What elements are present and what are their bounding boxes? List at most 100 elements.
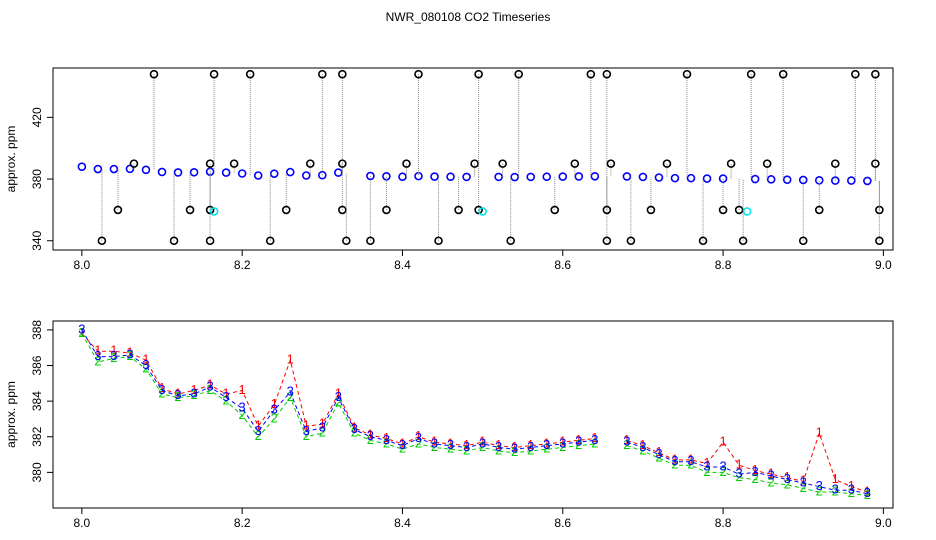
point-marker: 1 — [126, 344, 133, 359]
point-marker: 1 — [719, 434, 726, 449]
point — [474, 205, 483, 215]
point-marker: 2 — [239, 407, 246, 422]
point — [414, 69, 423, 79]
point — [398, 172, 407, 182]
point — [338, 159, 347, 168]
point-marker: 3 — [287, 384, 294, 399]
point-marker: 3 — [687, 453, 694, 468]
point-marker: 3 — [848, 482, 855, 497]
x-tick-label: 8.2 — [234, 516, 251, 530]
point-marker: 3 — [255, 423, 262, 438]
y-tick-label: 420 — [30, 107, 44, 127]
point-marker: 3 — [319, 419, 326, 434]
point-marker: 3 — [174, 387, 181, 402]
point-marker: 2 — [126, 348, 133, 363]
point — [514, 69, 523, 79]
point-marker: 1 — [206, 377, 213, 392]
point-marker: 2 — [319, 425, 326, 440]
point-marker: 3 — [463, 439, 470, 454]
point-marker: 1 — [335, 385, 342, 400]
x-tick-label: 8.6 — [554, 516, 571, 530]
point-marker: 2 — [527, 442, 534, 457]
point-marker: 3 — [752, 464, 759, 479]
point — [478, 207, 487, 216]
x-tick-label: 8.8 — [715, 516, 732, 530]
point-marker: 2 — [351, 425, 358, 440]
series-line — [81, 333, 868, 497]
x-tick-label: 9.0 — [875, 258, 892, 272]
point — [738, 236, 748, 246]
point-marker: 2 — [142, 361, 149, 376]
point-marker: 2 — [687, 457, 694, 472]
point — [498, 159, 507, 168]
point — [285, 167, 295, 177]
point — [510, 172, 519, 182]
point-marker: 2 — [832, 483, 839, 498]
point — [718, 205, 728, 215]
y-axis-label: approx. ppm — [4, 126, 18, 193]
point — [149, 69, 159, 79]
point-marker: 3 — [303, 423, 310, 438]
point-marker: 1 — [110, 343, 117, 358]
point — [338, 69, 347, 79]
point — [830, 176, 840, 185]
plot-frame — [52, 67, 894, 251]
x-tick-label: 8.4 — [394, 258, 411, 272]
point — [742, 207, 752, 216]
point-marker: 1 — [543, 435, 550, 450]
point — [542, 172, 552, 182]
point-marker: 3 — [816, 478, 823, 493]
chart-title: NWR_080108 CO2 Timeseries — [386, 10, 551, 24]
point — [189, 167, 199, 177]
point — [301, 171, 311, 180]
point-marker: 2 — [800, 480, 807, 495]
point — [382, 205, 391, 215]
point — [454, 205, 463, 215]
point — [550, 205, 560, 215]
point — [622, 172, 632, 181]
point-marker: 2 — [463, 442, 470, 457]
point-marker: 2 — [655, 450, 662, 465]
point-marker: 1 — [158, 380, 165, 395]
point — [646, 205, 656, 215]
point-marker: 3 — [784, 471, 791, 486]
point-marker: 1 — [752, 462, 759, 477]
point — [446, 172, 455, 182]
point-marker: 2 — [255, 428, 262, 443]
point — [334, 168, 343, 177]
point — [109, 164, 119, 174]
point — [766, 175, 776, 184]
point-marker: 2 — [206, 382, 213, 397]
point — [205, 205, 215, 215]
point-marker: 1 — [848, 478, 855, 493]
point — [798, 236, 808, 246]
point — [318, 69, 327, 79]
point-marker: 3 — [367, 428, 374, 443]
point — [602, 236, 612, 246]
point — [245, 69, 255, 79]
x-tick-label: 8.8 — [715, 258, 732, 272]
point — [871, 159, 880, 168]
point — [77, 162, 87, 172]
point-marker: 3 — [864, 485, 871, 500]
point-marker: 2 — [752, 471, 759, 486]
point — [209, 207, 219, 216]
point-marker: 2 — [511, 444, 518, 459]
point — [366, 236, 375, 246]
point — [97, 236, 107, 246]
point-marker: 1 — [479, 434, 486, 449]
point-marker: 2 — [431, 439, 438, 454]
point — [229, 159, 239, 168]
point-marker: 2 — [399, 441, 406, 456]
y-tick-label: 340 — [30, 230, 44, 250]
point-marker: 1 — [768, 466, 775, 481]
point-marker: 1 — [319, 416, 326, 431]
point-marker: 1 — [735, 457, 742, 472]
x-tick-label: 9.0 — [875, 516, 892, 530]
point-marker: 1 — [784, 469, 791, 484]
point-marker: 2 — [784, 476, 791, 491]
point — [281, 205, 291, 215]
point — [342, 236, 351, 246]
point-marker: 2 — [303, 428, 310, 443]
point — [698, 236, 708, 246]
